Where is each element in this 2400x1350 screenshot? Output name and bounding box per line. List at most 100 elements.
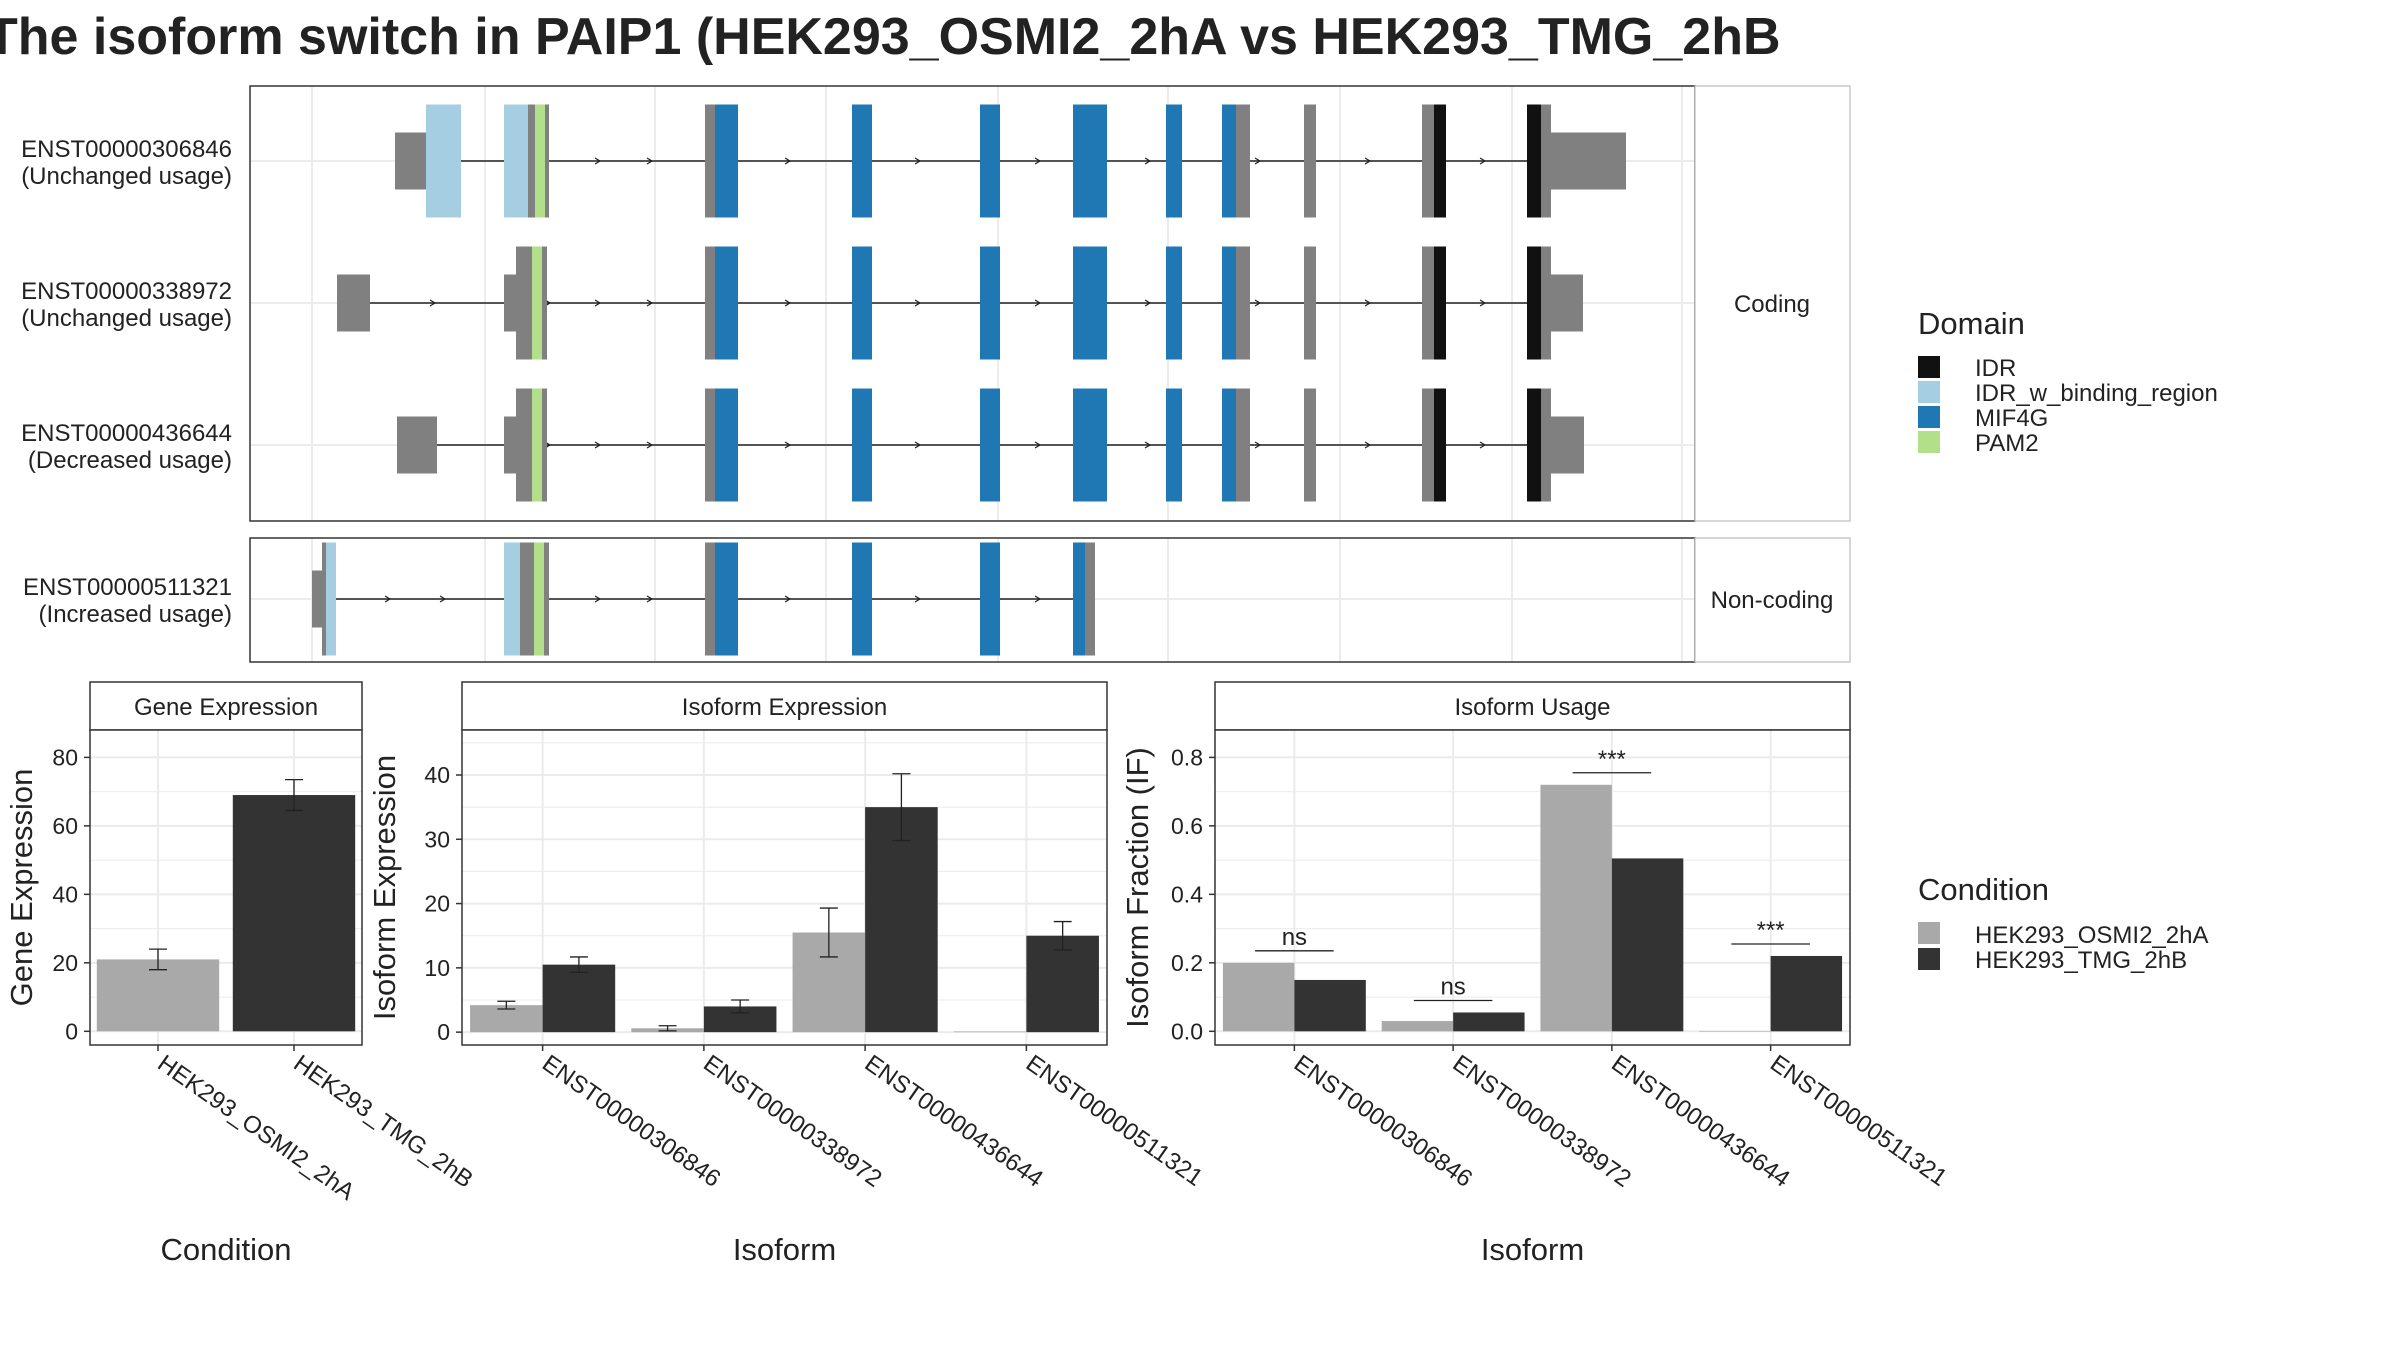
intron-arrow — [784, 441, 792, 449]
exon-block — [1304, 104, 1316, 218]
exon-block — [1434, 388, 1446, 502]
y-tick-label: 30 — [424, 826, 450, 852]
bar — [865, 807, 938, 1033]
x-tick-label: ENST00000511321 — [1021, 1050, 1208, 1192]
significance-label: ns — [1282, 924, 1307, 951]
exon-block — [1085, 542, 1095, 656]
condition-legend-title: Condition — [1918, 872, 2049, 907]
y-tick-label: 80 — [52, 744, 78, 770]
transcript-model-1 — [337, 246, 1583, 360]
intron-arrow — [594, 441, 602, 449]
exon-block — [520, 542, 534, 656]
exon-block — [1073, 246, 1107, 360]
bar — [232, 795, 356, 1032]
intron-arrow — [1034, 595, 1042, 603]
exon-block — [1222, 246, 1236, 360]
exon-block — [1166, 388, 1182, 502]
exon-block — [1166, 104, 1182, 218]
coding-facet-strip — [1694, 85, 1851, 522]
exon-block — [1422, 246, 1434, 360]
exon-block — [1222, 388, 1236, 502]
legend-label-idr: IDR — [1975, 355, 2016, 382]
intron-arrow — [1034, 441, 1042, 449]
intron-arrow — [784, 157, 792, 165]
chart-title: Gene Expression — [134, 694, 318, 721]
y-tick-label: 0.6 — [1171, 813, 1203, 839]
intron-arrow — [914, 441, 922, 449]
legend-swatch-pam2 — [1918, 431, 1940, 453]
intron-arrow — [1034, 157, 1042, 165]
exon-block — [852, 246, 872, 360]
legend-label-pam2: PAM2 — [1975, 430, 2039, 457]
exon-block — [1527, 104, 1541, 218]
figure-title: The isoform switch in PAIP1 (HEK293_OSMI… — [0, 8, 1781, 66]
exon-block — [516, 246, 532, 360]
bar — [96, 959, 220, 1032]
transcript-3-id: ENST00000511321 — [23, 574, 232, 601]
y-tick-label: 10 — [424, 955, 450, 981]
bar — [542, 964, 616, 1033]
exon-block — [715, 246, 738, 360]
y-axis-label: Isoform Fraction (IF) — [1120, 747, 1155, 1028]
exon-block — [1236, 388, 1250, 502]
chart-strip — [1214, 681, 1851, 731]
intron-arrow — [784, 299, 792, 307]
bar — [1222, 962, 1295, 1032]
intron-arrow — [1364, 299, 1372, 307]
exon-block — [1527, 388, 1541, 502]
legend-label-idr-binding: IDR_w_binding_region — [1975, 380, 2218, 407]
transcript-1-usage: (Unchanged usage) — [21, 305, 232, 332]
intron-arrow — [1144, 441, 1152, 449]
intron-arrow — [1364, 441, 1372, 449]
intron-arrow — [1479, 157, 1487, 165]
exon-block — [852, 104, 872, 218]
intron-arrow — [914, 299, 922, 307]
intron-arrow — [594, 157, 602, 165]
transcript-structure-panel: Coding Non-coding ENST00000306846 (Uncha… — [21, 85, 1851, 663]
x-tick-label: ENST00000436644 — [860, 1050, 1048, 1193]
exon-block — [980, 246, 1000, 360]
exon-block — [544, 542, 549, 656]
intron-arrow — [429, 299, 437, 307]
legend-swatch-cond-a — [1918, 922, 1940, 944]
transcript-0-id: ENST00000306846 — [21, 136, 232, 163]
intron-arrow — [1034, 299, 1042, 307]
exon-block — [980, 104, 1000, 218]
intron-arrow — [1254, 299, 1262, 307]
chart-strip — [461, 681, 1108, 731]
exon-block — [715, 388, 738, 502]
exon-block — [504, 274, 516, 332]
y-tick-label: 0.0 — [1171, 1018, 1203, 1044]
transcript-3-usage: (Increased usage) — [39, 601, 232, 628]
chart-title: Isoform Expression — [682, 694, 887, 721]
intron-arrow — [646, 441, 654, 449]
exon-block — [1236, 246, 1250, 360]
exon-block — [532, 388, 542, 502]
x-axis-label: Condition — [161, 1232, 292, 1267]
y-axis-label: Gene Expression — [4, 769, 39, 1007]
facet-label-noncoding: Non-coding — [1711, 587, 1834, 614]
exon-block-utr — [1551, 132, 1626, 190]
exon-block — [535, 104, 545, 218]
transcript-1-id: ENST00000338972 — [21, 278, 232, 305]
exon-block — [715, 104, 738, 218]
exon-block — [705, 246, 715, 360]
chart-0: Gene Expression020406080HEK293_OSMI2_2hA… — [4, 681, 478, 1267]
y-tick-label: 40 — [424, 762, 450, 788]
exon-block — [322, 542, 326, 656]
transcript-0-usage: (Unchanged usage) — [21, 163, 232, 190]
transcript-2-id: ENST00000436644 — [21, 420, 232, 447]
exon-block-utr — [1551, 274, 1583, 332]
transcript-models — [312, 104, 1626, 656]
legend-label-cond-a: HEK293_OSMI2_2hA — [1975, 922, 2208, 949]
exon-block — [1304, 246, 1316, 360]
legend-swatch-mif4g — [1918, 406, 1940, 428]
transcript-model-3 — [312, 542, 1095, 656]
bar-charts: Gene Expression020406080HEK293_OSMI2_2hA… — [4, 681, 1952, 1267]
exon-block — [424, 132, 426, 190]
intron-arrow — [1254, 157, 1262, 165]
exon-block — [532, 246, 542, 360]
x-tick-label: ENST00000338972 — [698, 1050, 886, 1193]
bar — [953, 1031, 1027, 1033]
